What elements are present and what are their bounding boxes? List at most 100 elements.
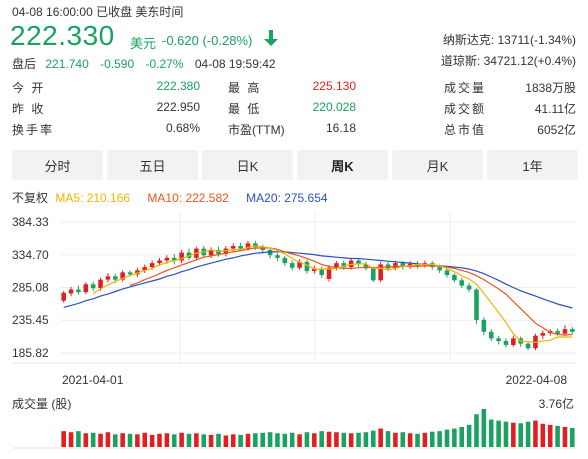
status-line: 04-08 16:00:00 已收盘 美东时间 <box>12 5 184 19</box>
volume-bar <box>540 423 546 447</box>
volume-bar <box>341 432 347 447</box>
candle-body <box>120 272 125 280</box>
index-nasdaq-value: 13711(-1.34%) <box>497 33 577 47</box>
y-tick-label: 185.82 <box>12 346 49 360</box>
volume-bar <box>105 432 111 447</box>
volume-bar <box>488 419 494 447</box>
tab-1[interactable]: 五日 <box>107 150 198 180</box>
index-nasdaq-name: 纳斯达克: <box>442 33 495 47</box>
candle-body <box>525 343 531 349</box>
stat-value: 16.18 <box>325 121 356 135</box>
candle-body <box>348 260 354 268</box>
volume-bar <box>319 431 324 447</box>
volume-bar <box>83 433 89 447</box>
volume-bar <box>135 434 140 447</box>
candle-body <box>76 289 81 293</box>
tab-4[interactable]: 月K <box>392 150 483 180</box>
candle-body <box>253 243 258 248</box>
volume-bar <box>356 432 361 447</box>
tab-2[interactable]: 日K <box>202 150 293 180</box>
candle-body <box>540 333 546 336</box>
candle-body <box>393 263 398 269</box>
volume-bar <box>415 433 420 447</box>
index-dow[interactable]: 道琼斯: 34721.12(+0.4%) <box>441 52 576 69</box>
volume-bar <box>297 434 302 447</box>
candle-body <box>282 257 288 264</box>
volume-bar <box>407 433 413 447</box>
stat-value: 41.11亿 <box>534 102 576 116</box>
candle-body <box>437 267 442 271</box>
volume-bar <box>230 434 236 447</box>
volume-bar <box>422 432 428 447</box>
volume-bar <box>179 432 184 447</box>
x-tick-label: 2022-04-08 <box>506 373 568 387</box>
index-dow-name: 道琼斯: <box>440 54 481 68</box>
candle-body <box>90 284 96 289</box>
candle-body <box>113 276 118 280</box>
currency-label: 美元 <box>130 36 157 51</box>
tab-0[interactable]: 分时 <box>12 150 103 180</box>
volume-bar <box>562 426 568 447</box>
candle-body <box>171 257 177 261</box>
candle-body <box>164 257 170 261</box>
stat-label: 成交额 <box>444 102 487 116</box>
stat-label: 今 开 <box>12 81 46 95</box>
volume-bar <box>371 430 376 447</box>
candle-body <box>555 331 560 334</box>
stat-value: 222.950 <box>156 100 200 114</box>
candle-body <box>83 284 89 293</box>
candle-body <box>334 263 339 268</box>
candle-body <box>474 289 479 320</box>
volume-bar <box>245 433 251 447</box>
stat-value: 0.68% <box>165 121 200 135</box>
stat-label: 最 高 <box>228 81 262 95</box>
candle-body <box>179 252 184 261</box>
candle-body <box>363 264 369 269</box>
candle-body <box>61 292 66 301</box>
volume-max-label: 3.76亿 <box>539 396 574 411</box>
volume-bar <box>208 434 214 447</box>
tab-3[interactable]: 周K <box>297 150 388 180</box>
volume-bar <box>157 433 162 447</box>
candle-body <box>230 245 236 249</box>
volume-bar <box>223 435 229 447</box>
volume-bar <box>503 421 509 447</box>
volume-bar <box>393 432 398 447</box>
adjust-mode[interactable]: 不复权 <box>12 191 49 205</box>
stat-value: 225.130 <box>312 79 356 93</box>
x-tick-label: 2021-04-01 <box>62 373 124 387</box>
candle-body <box>223 248 229 254</box>
volume-bar <box>120 433 125 447</box>
candle-body <box>341 263 347 268</box>
volume-bar <box>429 431 435 447</box>
candle-body <box>511 338 516 345</box>
volume-bar <box>444 429 450 447</box>
volume-bar <box>437 431 442 447</box>
tab-5[interactable]: 1年 <box>487 150 578 180</box>
candle-body <box>105 276 111 280</box>
volume-bar <box>201 434 207 447</box>
candle-body <box>488 331 494 339</box>
volume-bar <box>459 426 465 447</box>
candle-body <box>378 264 383 281</box>
volume-bar <box>98 433 103 447</box>
volume-bar <box>304 432 310 447</box>
volume-bar <box>378 428 383 447</box>
candle-body <box>562 329 568 334</box>
index-nasdaq[interactable]: 纳斯达克: 13711(-1.34%) <box>443 31 576 48</box>
after-hours-price: 221.740 <box>45 57 89 71</box>
ma20-label: MA20: 275.654 <box>246 191 328 205</box>
candle-body <box>142 267 148 271</box>
candle-body <box>400 263 406 268</box>
candle-body <box>216 249 221 254</box>
volume-bar <box>194 433 199 447</box>
y-tick-label: 334.70 <box>12 248 49 262</box>
stat-value: 6052亿 <box>537 123 576 137</box>
stat-label: 市盈(TTM) <box>228 123 285 137</box>
after-hours-row: 盘后 221.740 -0.590 -0.27% 04-08 19:59:42 <box>12 55 276 72</box>
ma10-label: MA10: 222.582 <box>147 191 229 205</box>
candle-body <box>260 247 265 250</box>
period-tabs: 分时 五日 日K 周K 月K 1年 <box>12 150 578 180</box>
y-tick-label: 384.33 <box>12 215 49 229</box>
